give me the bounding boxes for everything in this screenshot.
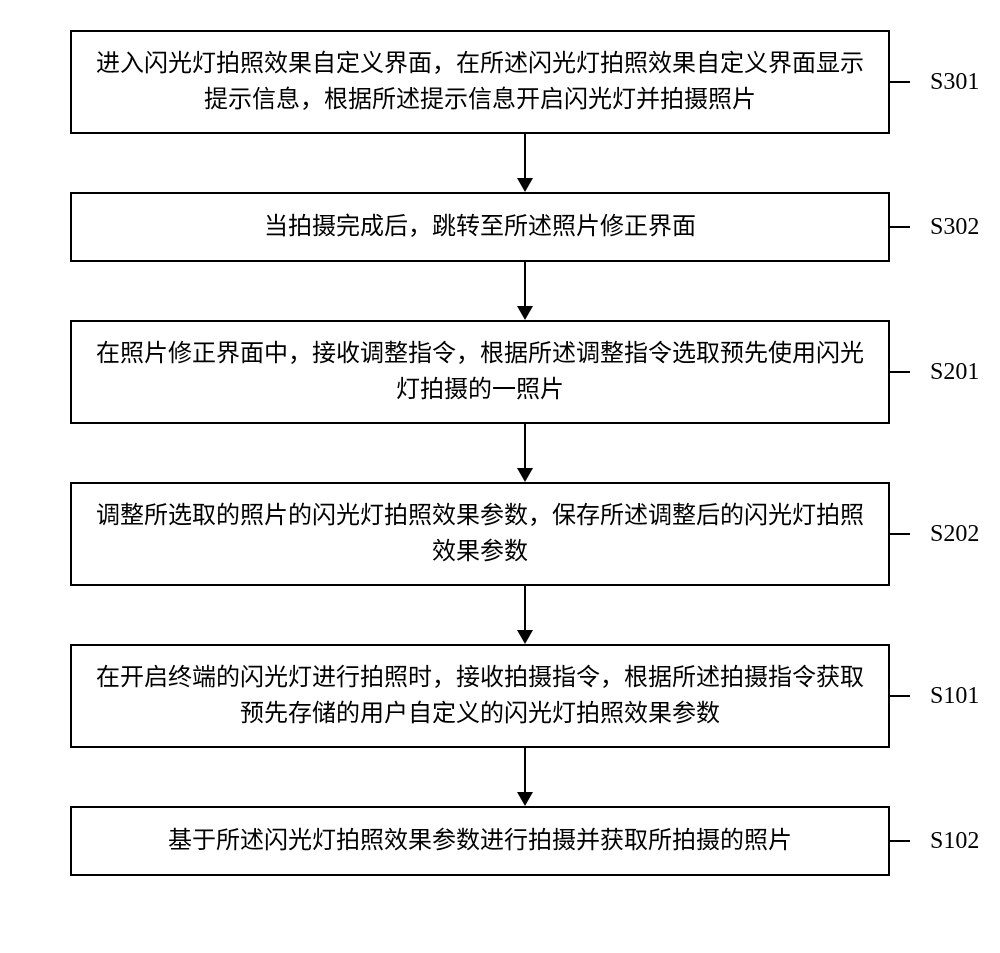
step-text: 在照片修正界面中，接收调整指令，根据所述调整指令选取预先使用闪光灯拍摄的一照片: [92, 336, 868, 408]
step-label: S101: [930, 683, 979, 710]
step-label: S201: [930, 359, 979, 386]
step-label: S202: [930, 521, 979, 548]
step-text: 进入闪光灯拍照效果自定义界面，在所述闪光灯拍照效果自定义界面显示提示信息，根据所…: [92, 46, 868, 118]
arrow-connector: [115, 586, 935, 644]
step-text: 在开启终端的闪光灯进行拍照时，接收拍摄指令，根据所述拍摄指令获取预先存储的用户自…: [92, 660, 868, 732]
arrow-line: [524, 134, 526, 179]
label-connector: [890, 840, 910, 842]
step-text: 当拍摄完成后，跳转至所述照片修正界面: [264, 209, 696, 245]
label-connector: [890, 695, 910, 697]
step-row: 调整所选取的照片的闪光灯拍照效果参数，保存所述调整后的闪光灯拍照效果参数 S20…: [20, 482, 980, 586]
step-box-s101: 在开启终端的闪光灯进行拍照时，接收拍摄指令，根据所述拍摄指令获取预先存储的用户自…: [70, 644, 890, 748]
label-connector: [890, 226, 910, 228]
arrow-head-icon: [517, 306, 533, 320]
label-connector: [890, 533, 910, 535]
arrow-head-icon: [517, 630, 533, 644]
step-row: 在照片修正界面中，接收调整指令，根据所述调整指令选取预先使用闪光灯拍摄的一照片 …: [20, 320, 980, 424]
label-connector: [890, 371, 910, 373]
step-text: 基于所述闪光灯拍照效果参数进行拍摄并获取所拍摄的照片: [168, 823, 792, 859]
arrow-head-icon: [517, 178, 533, 192]
arrow-connector: [115, 134, 935, 192]
step-text: 调整所选取的照片的闪光灯拍照效果参数，保存所述调整后的闪光灯拍照效果参数: [92, 498, 868, 570]
flowchart-container: 进入闪光灯拍照效果自定义界面，在所述闪光灯拍照效果自定义界面显示提示信息，根据所…: [20, 30, 980, 876]
step-row: 进入闪光灯拍照效果自定义界面，在所述闪光灯拍照效果自定义界面显示提示信息，根据所…: [20, 30, 980, 134]
step-box-s201: 在照片修正界面中，接收调整指令，根据所述调整指令选取预先使用闪光灯拍摄的一照片: [70, 320, 890, 424]
step-row: 基于所述闪光灯拍照效果参数进行拍摄并获取所拍摄的照片 S102: [20, 806, 980, 876]
arrow-head-icon: [517, 468, 533, 482]
step-box-s202: 调整所选取的照片的闪光灯拍照效果参数，保存所述调整后的闪光灯拍照效果参数: [70, 482, 890, 586]
arrow-head-icon: [517, 792, 533, 806]
step-box-s302: 当拍摄完成后，跳转至所述照片修正界面: [70, 192, 890, 262]
arrow-line: [524, 424, 526, 469]
step-row: 在开启终端的闪光灯进行拍照时，接收拍摄指令，根据所述拍摄指令获取预先存储的用户自…: [20, 644, 980, 748]
step-label: S102: [930, 828, 979, 855]
arrow-connector: [115, 424, 935, 482]
arrow-line: [524, 262, 526, 307]
arrow-connector: [115, 262, 935, 320]
arrow-connector: [115, 748, 935, 806]
arrow-line: [524, 748, 526, 793]
step-label: S301: [930, 69, 979, 96]
step-row: 当拍摄完成后，跳转至所述照片修正界面 S302: [20, 192, 980, 262]
step-box-s301: 进入闪光灯拍照效果自定义界面，在所述闪光灯拍照效果自定义界面显示提示信息，根据所…: [70, 30, 890, 134]
label-connector: [890, 81, 910, 83]
arrow-line: [524, 586, 526, 631]
step-label: S302: [930, 214, 979, 241]
step-box-s102: 基于所述闪光灯拍照效果参数进行拍摄并获取所拍摄的照片: [70, 806, 890, 876]
